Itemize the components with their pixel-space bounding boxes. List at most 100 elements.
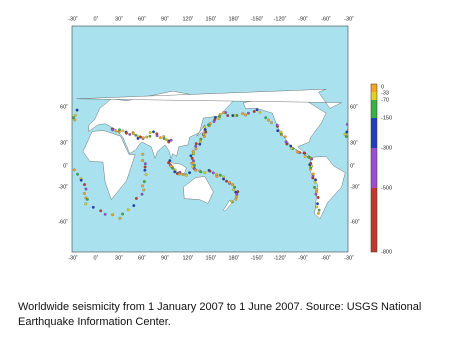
earthquake (145, 135, 149, 139)
earthquake (72, 116, 75, 120)
earthquake (275, 123, 279, 127)
earthquake (314, 192, 318, 196)
earthquake (203, 128, 207, 131)
earthquake (199, 170, 203, 174)
earthquake (347, 128, 348, 132)
earthquake (75, 108, 79, 112)
longitude-label: -150˚ (251, 15, 264, 22)
earthquake (169, 138, 173, 142)
longitude-label: 30˚ (115, 15, 123, 22)
earthquake (171, 166, 175, 170)
earthquake (194, 168, 198, 172)
earthquake (283, 135, 287, 139)
earthquake (134, 133, 138, 137)
longitude-label: 150˚ (205, 254, 216, 261)
earthquake (191, 161, 195, 165)
earthquake (284, 140, 288, 144)
latitude-label: 60˚ (350, 103, 358, 110)
earthquake (211, 171, 215, 175)
longitude-label: 0˚ (94, 15, 99, 22)
depth-label: -300 (381, 145, 392, 151)
earthquake (131, 132, 135, 136)
earthquake (144, 172, 148, 176)
depth-colorbar (370, 83, 378, 253)
earthquake (222, 177, 225, 181)
longitude-label: 120˚ (182, 254, 193, 261)
earthquake (184, 173, 188, 177)
earthquake (72, 168, 76, 172)
earthquake (344, 135, 348, 139)
earthquake (136, 136, 140, 140)
longitude-label: -60˚ (321, 254, 331, 261)
longitude-label: 180˚ (228, 15, 239, 22)
earthquake (121, 129, 125, 133)
caption: Worldwide seismicity from 1 January 2007… (18, 301, 422, 328)
earthquake (234, 195, 238, 199)
earthquake (289, 144, 293, 148)
earthquake (302, 151, 306, 155)
earthquake (85, 197, 89, 201)
earthquake (142, 180, 146, 184)
depth-label: -800 (381, 249, 392, 255)
earthquake (235, 192, 239, 196)
earthquake (181, 173, 185, 176)
earthquake (212, 120, 216, 123)
longitude-label: -60˚ (321, 15, 331, 22)
earthquake (173, 170, 177, 174)
landmass (76, 89, 342, 109)
longitude-label: 60˚ (138, 254, 146, 261)
earthquake (316, 196, 320, 199)
earthquake (236, 190, 240, 194)
longitude-label: -120˚ (274, 254, 287, 261)
earthquake (83, 183, 86, 187)
earthquake (140, 192, 144, 196)
depth-label: -33 (381, 90, 389, 96)
earthquake (279, 130, 283, 134)
longitude-label: -30˚ (68, 15, 78, 22)
earthquake (103, 212, 107, 216)
earthquake (99, 209, 103, 213)
earthquake (199, 137, 203, 141)
longitude-label: 0˚ (94, 254, 99, 261)
earthquake (345, 123, 348, 126)
earthquake (246, 111, 250, 115)
earthquake (231, 183, 234, 187)
longitude-label: -30˚ (68, 254, 78, 261)
earthquake (143, 165, 147, 169)
latitude-label: -60˚ (350, 218, 360, 225)
earthquake (152, 130, 155, 134)
earthquake (121, 212, 125, 216)
earthquake (192, 151, 196, 155)
earthquake (114, 129, 118, 133)
longitude-label: 150˚ (205, 15, 216, 22)
earthquake (168, 159, 172, 163)
earthquake (143, 168, 147, 172)
earthquake (313, 180, 317, 184)
earthquake (315, 188, 319, 192)
earthquake (198, 142, 202, 146)
earthquake (126, 208, 130, 212)
earthquake (132, 204, 136, 208)
earthquake (148, 131, 152, 134)
landmass (82, 130, 136, 201)
earthquake (167, 161, 171, 165)
earthquake (143, 162, 147, 166)
earthquake (345, 130, 348, 134)
earthquake (232, 188, 236, 192)
earthquake (135, 196, 138, 200)
earthquake (194, 142, 198, 146)
earthquake (73, 113, 77, 117)
map: -30˚ 0˚ 30˚ 60˚ 90˚ 120˚ 150˚ 180˚ -150˚ -120˚ -90… (58, 15, 392, 261)
earthquake (84, 202, 88, 206)
earthquake (73, 118, 77, 122)
longitude-label: 60˚ (138, 15, 146, 22)
depth-label: -70 (381, 97, 389, 103)
earthquake (76, 172, 79, 176)
earthquake (295, 150, 299, 154)
earthquake (311, 172, 315, 176)
latitude-label: 30˚ (60, 139, 68, 146)
earthquake (264, 116, 268, 120)
earthquake (118, 216, 122, 220)
earthquake (244, 113, 247, 117)
depth-label: 0 (381, 84, 384, 90)
